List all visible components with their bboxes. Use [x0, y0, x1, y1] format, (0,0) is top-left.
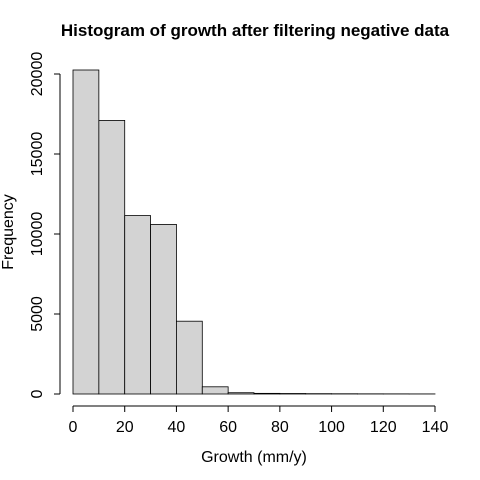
x-tick-label: 100: [318, 419, 345, 436]
x-tick-label: 80: [271, 419, 289, 436]
y-tick-label: 10000: [29, 212, 46, 257]
bars-group: [72, 69, 436, 395]
histogram-bar: [72, 69, 100, 395]
x-tick-label: 20: [116, 419, 134, 436]
histogram-bar: [253, 392, 281, 395]
x-tick-label: 40: [168, 419, 186, 436]
x-axis: 0 20 40 60 80 100 120 140: [69, 405, 449, 436]
y-axis-label: Frequency: [0, 194, 17, 270]
histogram-bar: [176, 320, 203, 395]
x-tick-label: 140: [422, 419, 449, 436]
y-tick-label: 15000: [29, 132, 46, 177]
chart-title: Histogram of growth after filtering nega…: [61, 21, 450, 40]
x-axis-label: Growth (mm/y): [201, 449, 307, 466]
histogram-bar: [227, 392, 255, 395]
histogram-bar: [201, 386, 229, 395]
y-tick-label: 20000: [29, 52, 46, 97]
histogram-bar: [124, 215, 151, 395]
histogram-bar: [150, 223, 177, 395]
y-tick-label: 5000: [29, 296, 46, 332]
y-tick-label: 0: [29, 389, 46, 398]
y-axis: 0 5000 10000 15000 20000: [29, 52, 61, 398]
x-tick-label: 0: [69, 419, 78, 436]
histogram-bar: [98, 120, 126, 395]
x-tick-label: 60: [219, 419, 237, 436]
x-tick-label: 120: [370, 419, 397, 436]
